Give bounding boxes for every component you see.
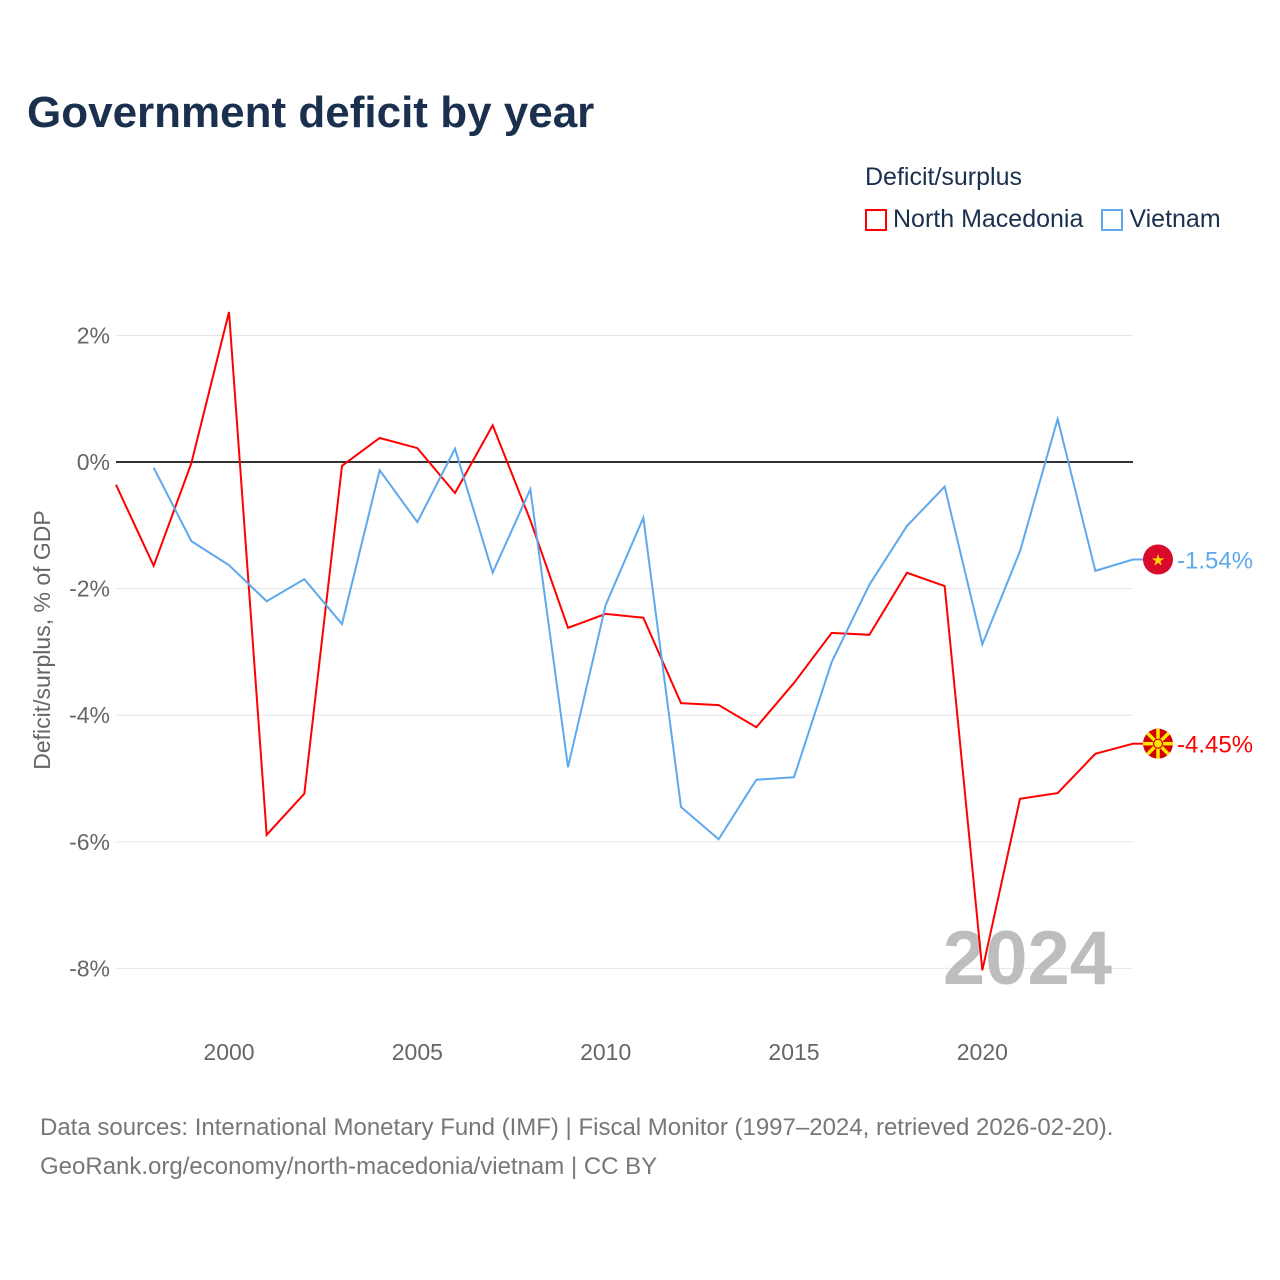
y-tick-label: 0% [77, 449, 110, 475]
series-line-north-macedonia [115, 311, 1134, 971]
legend-title: Deficit/surplus [865, 163, 1022, 191]
chart-title: Government deficit by year [27, 88, 595, 137]
x-tick-label: 2000 [203, 1039, 254, 1065]
legend-item-vietnam[interactable]: Vietnam [1101, 205, 1221, 234]
flag-star-icon: ★ [1151, 552, 1165, 569]
legend-label: Vietnam [1129, 205, 1221, 233]
series-line-vietnam [152, 415, 1134, 841]
footer-sources: Data sources: International Monetary Fun… [40, 1114, 1114, 1141]
y-tick-label: -8% [69, 955, 110, 981]
x-tick-label: 2020 [957, 1039, 1008, 1065]
legend: North Macedonia Vietnam [865, 205, 1221, 234]
legend-label: North Macedonia [893, 205, 1084, 233]
legend-swatch [1101, 208, 1124, 231]
footer-link[interactable]: GeoRank.org/economy/north-macedonia/viet… [40, 1153, 658, 1180]
x-tick-label: 2005 [392, 1039, 443, 1065]
footer: Data sources: International Monetary Fun… [40, 1108, 1113, 1186]
y-tick-label: 2% [77, 322, 110, 348]
end-value-label: -1.54% [1177, 547, 1253, 574]
legend-swatch [865, 208, 887, 231]
legend-item-north-macedonia[interactable]: North Macedonia [865, 205, 1083, 234]
x-tick-label: 2015 [768, 1039, 819, 1065]
y-tick-label: -2% [69, 576, 110, 602]
flag-sun-icon [1152, 738, 1164, 749]
y-axis-label: Deficit/surplus, % of GDP [29, 510, 55, 769]
x-tick-label: 2010 [580, 1039, 631, 1065]
y-tick-label: -4% [69, 702, 110, 728]
end-value-label: -4.45% [1177, 732, 1253, 759]
y-tick-label: -6% [69, 829, 110, 855]
vietnam-flag-icon [1143, 544, 1173, 575]
year-watermark: 2024 [943, 916, 1112, 1001]
